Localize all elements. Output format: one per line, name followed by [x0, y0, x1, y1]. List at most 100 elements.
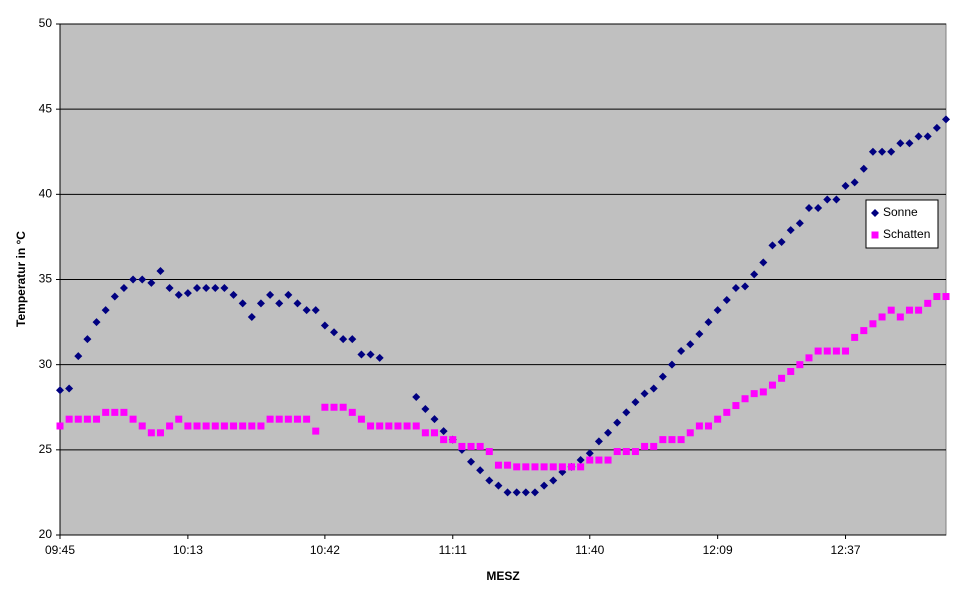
y-axis-title: Temperatur in °C [14, 231, 28, 327]
marker [367, 422, 375, 430]
marker [823, 195, 832, 204]
marker [312, 427, 320, 435]
marker [440, 436, 448, 444]
marker [722, 295, 731, 304]
marker [859, 164, 868, 173]
marker [166, 422, 174, 430]
marker [622, 408, 631, 417]
marker [531, 463, 539, 471]
marker [56, 386, 64, 395]
marker [110, 292, 119, 301]
marker [257, 422, 265, 430]
marker [667, 360, 676, 369]
marker [558, 463, 566, 471]
marker [631, 398, 640, 407]
marker [942, 293, 950, 301]
marker [513, 463, 521, 471]
marker [83, 415, 91, 423]
marker [147, 278, 156, 287]
marker [915, 306, 923, 314]
marker [485, 476, 494, 485]
marker [604, 428, 613, 437]
marker [476, 466, 485, 475]
marker [704, 318, 713, 327]
marker [247, 312, 256, 321]
marker [293, 299, 302, 308]
marker [348, 335, 357, 344]
marker [339, 335, 348, 344]
marker [467, 457, 476, 466]
marker [385, 422, 393, 430]
marker [723, 408, 731, 416]
legend-label: Schatten [883, 227, 930, 241]
marker [266, 290, 275, 299]
marker [796, 361, 804, 369]
marker [778, 374, 786, 382]
y-tick-label: 50 [39, 16, 53, 30]
marker [741, 395, 749, 403]
marker [914, 132, 923, 141]
x-tick-label: 11:11 [439, 543, 468, 557]
marker [375, 353, 384, 362]
marker [430, 429, 438, 437]
marker [193, 284, 202, 293]
marker [376, 422, 384, 430]
marker [568, 463, 576, 471]
marker [823, 347, 831, 355]
y-tick-label: 40 [39, 187, 53, 201]
marker [622, 448, 630, 456]
marker [266, 415, 274, 423]
marker [540, 481, 549, 490]
marker [650, 442, 658, 450]
marker [832, 195, 841, 204]
y-tick-label: 30 [39, 357, 53, 371]
legend-box [865, 199, 939, 249]
marker [211, 284, 220, 293]
x-tick-label: 10:13 [173, 543, 203, 557]
marker [695, 422, 703, 430]
marker [129, 415, 137, 423]
marker [759, 258, 768, 267]
marker [156, 266, 165, 275]
marker [795, 219, 804, 228]
marker [330, 328, 339, 337]
marker [311, 306, 320, 315]
marker [896, 139, 905, 148]
marker [814, 203, 823, 212]
marker [175, 415, 183, 423]
marker [869, 320, 877, 328]
marker [430, 415, 439, 424]
marker [677, 436, 685, 444]
marker [768, 241, 777, 250]
marker [871, 209, 879, 217]
marker [193, 422, 201, 430]
x-axis-title: MESZ [486, 569, 519, 583]
marker [613, 448, 621, 456]
marker [814, 347, 822, 355]
marker [695, 330, 704, 339]
marker [741, 282, 750, 291]
marker [932, 123, 941, 132]
marker [111, 408, 119, 416]
y-tick-label: 25 [39, 442, 53, 456]
marker [832, 347, 840, 355]
marker [202, 284, 211, 293]
marker [594, 437, 603, 446]
marker [412, 422, 420, 430]
marker [942, 115, 950, 124]
marker [129, 275, 138, 284]
marker [366, 350, 375, 359]
marker [421, 429, 429, 437]
marker [586, 456, 594, 464]
marker [239, 422, 247, 430]
marker [458, 442, 466, 450]
marker [887, 306, 895, 314]
marker [284, 415, 292, 423]
marker [238, 299, 247, 308]
marker [467, 442, 475, 450]
y-tick-label: 45 [39, 101, 53, 115]
marker [585, 449, 594, 458]
marker [74, 415, 82, 423]
marker [731, 284, 740, 293]
